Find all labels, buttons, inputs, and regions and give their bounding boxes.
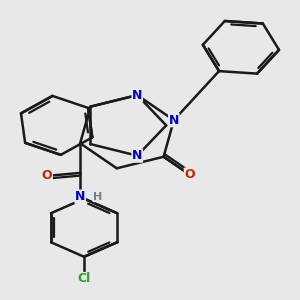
Text: O: O <box>184 168 195 181</box>
Text: N: N <box>132 88 142 102</box>
Text: H: H <box>93 192 102 202</box>
Text: Cl: Cl <box>77 272 91 286</box>
Text: N: N <box>169 114 179 127</box>
Text: N: N <box>75 190 86 203</box>
Text: O: O <box>42 169 52 182</box>
Text: N: N <box>132 149 142 162</box>
